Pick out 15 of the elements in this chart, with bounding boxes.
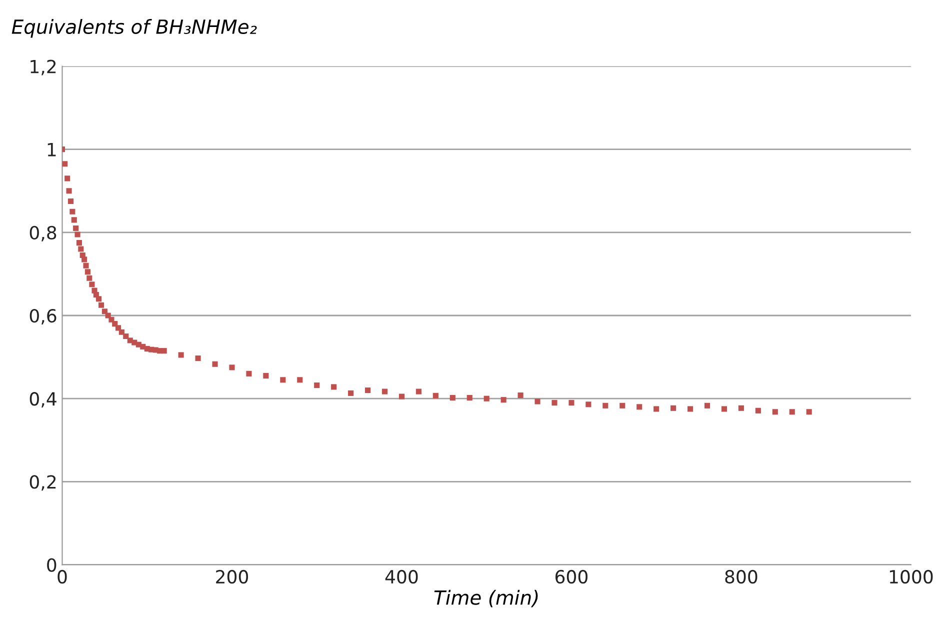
y-tick-label: 0,2 [30, 475, 56, 491]
y-tick-label: 0,4 [30, 392, 56, 408]
x-tick-label: 800 [725, 570, 758, 584]
x-tick-label: 0 [58, 570, 67, 584]
y-tick-label: 0 [47, 558, 56, 572]
x-tick-label: 200 [216, 570, 248, 584]
y-tick-label: 1,2 [30, 60, 56, 76]
y-tick-label: 0,6 [30, 308, 56, 324]
x-tick-label: 400 [385, 570, 418, 584]
x-tick-label: 600 [555, 570, 588, 584]
y-tick-label: 1 [48, 143, 56, 156]
y-axis-title: Equivalents of BH₃NHMe₂ [12, 18, 257, 38]
y-tick-label: 0,8 [30, 226, 56, 242]
x-tick-label: 1000 [890, 570, 933, 584]
x-axis-title: Time (min) [434, 590, 538, 608]
